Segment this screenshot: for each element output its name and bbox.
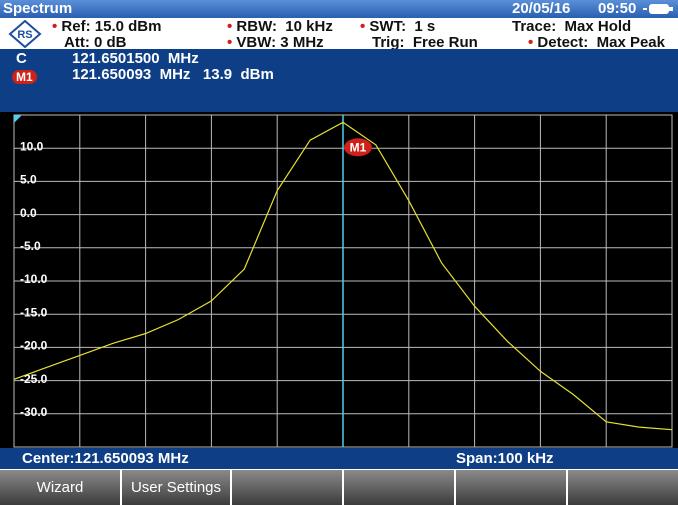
y-tick-label: 0.0 — [20, 206, 37, 220]
info-band — [0, 49, 678, 112]
footer-bar — [0, 448, 678, 469]
trace-mode: Trace: Max Hold — [512, 18, 632, 35]
vbw: VBW: 3 MHz — [236, 34, 324, 51]
y-tick-label: 10.0 — [20, 139, 44, 153]
marker-label: M1 — [350, 140, 367, 154]
center-frequency: 121.6501500 MHz — [72, 50, 199, 67]
y-tick-label: -25.0 — [20, 372, 48, 386]
span-readout: Span:100 kHz — [456, 450, 554, 467]
softkey[interactable] — [232, 470, 342, 505]
y-tick-label: -20.0 — [20, 339, 48, 353]
ref-level: Ref: 15.0 dBm — [61, 18, 162, 35]
spectrum-plot: 10.0 5.0 0.0 -5.0 -10.0 -15.0 -20.0 -25.0 -30.0 M… — [0, 112, 678, 448]
marker-readout: 121.650093 MHz 13.9 dBm — [72, 66, 274, 83]
svg-text:RS: RS — [17, 29, 32, 41]
marker-symbol — [344, 138, 372, 157]
y-tick-label: -30.0 — [20, 405, 48, 419]
center-label: C — [16, 50, 27, 67]
softkey[interactable] — [456, 470, 566, 505]
time: 09:50 — [598, 0, 637, 17]
battery-icon — [643, 4, 673, 14]
logo: RS — [8, 20, 42, 48]
y-tick-label: -15.0 — [20, 305, 48, 319]
rbw: RBW: 10 kHz — [236, 18, 333, 35]
softkey[interactable]: User Settings — [122, 470, 230, 505]
softkey[interactable]: Wizard — [0, 470, 120, 505]
trigger: Trig: Free Run — [372, 34, 478, 51]
y-tick-label: -5.0 — [20, 239, 41, 253]
center-readout: Center:121.650093 MHz — [22, 450, 189, 467]
softkey[interactable] — [568, 470, 678, 505]
marker-badge: M1 — [12, 70, 37, 84]
sweep-time: SWT: 1 s — [369, 18, 436, 35]
attenuation: Att: 0 dB — [64, 34, 127, 51]
softkey[interactable] — [344, 470, 454, 505]
trace — [13, 121, 673, 431]
detector: Detect: Max Peak — [537, 34, 665, 51]
y-tick-label: -10.0 — [20, 272, 48, 286]
title-bar — [0, 0, 678, 18]
y-tick-label: 5.0 — [20, 173, 37, 187]
app-title: Spectrum — [3, 0, 73, 17]
date: 20/05/16 — [512, 0, 571, 17]
